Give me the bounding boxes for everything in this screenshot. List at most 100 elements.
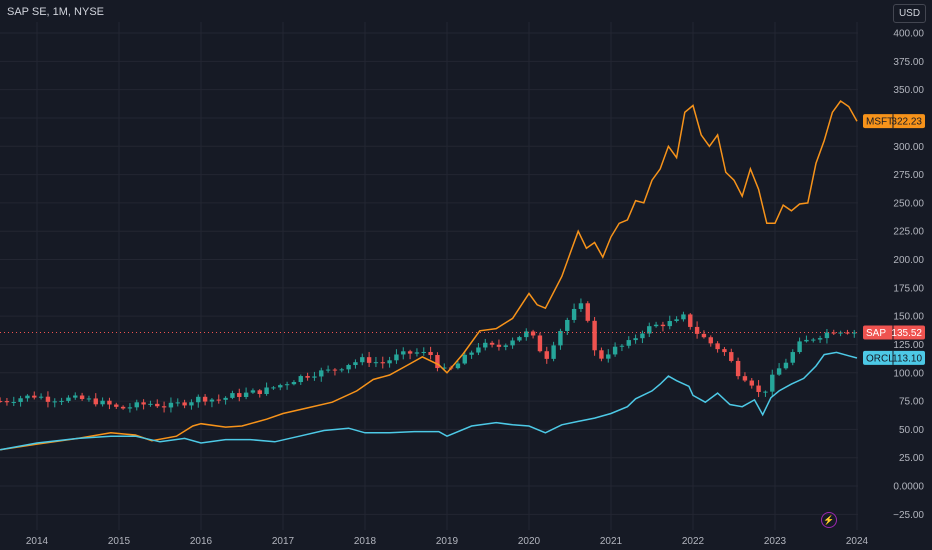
sap-candle xyxy=(380,362,385,364)
sap-candle xyxy=(325,369,331,371)
sap-candle xyxy=(489,342,495,345)
sap-candle xyxy=(230,393,235,398)
y-tick-label: 250.00 xyxy=(893,198,924,209)
sap-price-tag-value: 135.52 xyxy=(891,328,922,339)
sap-candle xyxy=(209,399,215,402)
sap-candle xyxy=(606,354,611,359)
sap-candle xyxy=(701,333,707,338)
sap-candle xyxy=(387,360,392,364)
y-tick-label: 175.00 xyxy=(893,283,924,294)
sap-candle xyxy=(510,340,515,346)
msft-series-line xyxy=(0,99,858,451)
grid xyxy=(0,22,858,530)
x-tick-label: 2022 xyxy=(682,536,705,547)
sap-candle xyxy=(558,330,563,346)
sap-candle xyxy=(346,365,351,370)
sap-candle xyxy=(86,398,92,400)
sap-candle xyxy=(114,404,119,407)
y-tick-label: −25.00 xyxy=(893,510,924,521)
sap-price-tag-bg xyxy=(863,325,925,340)
sap-candle xyxy=(722,349,727,353)
sap-candle xyxy=(783,362,789,369)
sap-candle xyxy=(763,391,768,393)
sap-candle xyxy=(667,321,672,327)
sap-candle xyxy=(79,395,85,400)
sap-candle xyxy=(4,401,10,403)
sap-candle xyxy=(134,402,139,408)
sap-candle xyxy=(476,347,481,353)
y-tick-label: 25.00 xyxy=(899,453,924,464)
sap-candle xyxy=(59,400,64,402)
sap-candle xyxy=(0,401,3,403)
sap-candle xyxy=(243,392,249,397)
orcl-series-line xyxy=(0,351,858,451)
chart-title[interactable]: SAP SE, 1M, NYSE xyxy=(7,6,105,18)
sap-candle xyxy=(537,335,543,352)
x-tick-label: 2016 xyxy=(190,536,213,547)
sap-candle xyxy=(503,345,508,347)
sap-candle xyxy=(93,398,98,405)
sap-candle xyxy=(312,376,317,378)
lightning-icon[interactable]: ⚡ xyxy=(821,512,837,528)
sap-candle xyxy=(120,406,126,409)
sap-candle xyxy=(250,390,256,393)
sap-candle xyxy=(182,402,187,406)
sap-candle xyxy=(578,303,584,309)
sap-candle xyxy=(694,326,700,334)
sap-candle xyxy=(524,331,529,338)
sap-candle xyxy=(442,367,447,369)
sap-candle xyxy=(647,326,652,334)
y-tick-label: 150.00 xyxy=(893,312,924,323)
sap-candle xyxy=(455,363,461,369)
currency-button[interactable]: USD xyxy=(893,4,926,23)
x-tick-label: 2024 xyxy=(846,536,869,547)
sap-candle xyxy=(633,338,638,341)
sap-candle xyxy=(401,351,406,355)
orcl-price-tag-name: ORCL xyxy=(866,353,894,364)
y-tick-label: 200.00 xyxy=(893,255,924,266)
sap-candle xyxy=(688,314,693,327)
y-tick-label: 125.00 xyxy=(893,340,924,351)
sap-candle xyxy=(271,387,276,389)
sap-candle xyxy=(544,351,549,359)
x-tick-label: 2023 xyxy=(764,536,787,547)
y-tick-label: 75.00 xyxy=(899,397,924,408)
sap-candle xyxy=(407,351,413,354)
sap-candle xyxy=(38,396,44,398)
sap-candle xyxy=(107,400,112,405)
sap-candle xyxy=(394,354,399,361)
x-axis[interactable]: 2014 2015 2016 2017 2018 2019 2020 2021 2022 2023… xyxy=(26,536,869,547)
y-tick-label: 225.00 xyxy=(893,227,924,238)
sap-candle xyxy=(626,340,631,346)
sap-price-tag: SAP 135.52 xyxy=(863,325,925,340)
sap-candle xyxy=(619,345,625,347)
x-tick-label: 2018 xyxy=(354,536,377,547)
sap-candle xyxy=(237,393,242,397)
x-tick-label: 2014 xyxy=(26,536,49,547)
sap-candle xyxy=(749,380,754,386)
x-tick-label: 2017 xyxy=(272,536,295,547)
sap-candle xyxy=(25,395,30,399)
y-tick-label: 100.00 xyxy=(893,368,924,379)
sap-candle xyxy=(319,370,324,377)
sap-candle xyxy=(715,343,720,350)
sap-candle xyxy=(681,314,686,320)
sap-candle xyxy=(817,338,823,340)
sap-candle xyxy=(483,342,488,348)
sap-candle xyxy=(339,369,344,371)
sap-candle xyxy=(257,390,262,394)
msft-price-tag-name: MSFT xyxy=(866,117,893,128)
sap-candle xyxy=(189,402,194,406)
y-axis[interactable]: 400.00375.00350.00325.00300.00275.00250.… xyxy=(893,29,924,521)
sap-candle xyxy=(599,350,604,359)
sap-candle xyxy=(291,382,297,385)
x-tick-label: 2015 xyxy=(108,536,131,547)
sap-candle xyxy=(414,352,420,354)
sap-candle xyxy=(216,399,221,401)
orcl-price-tag-bg xyxy=(863,350,925,365)
sap-candle xyxy=(18,398,23,402)
